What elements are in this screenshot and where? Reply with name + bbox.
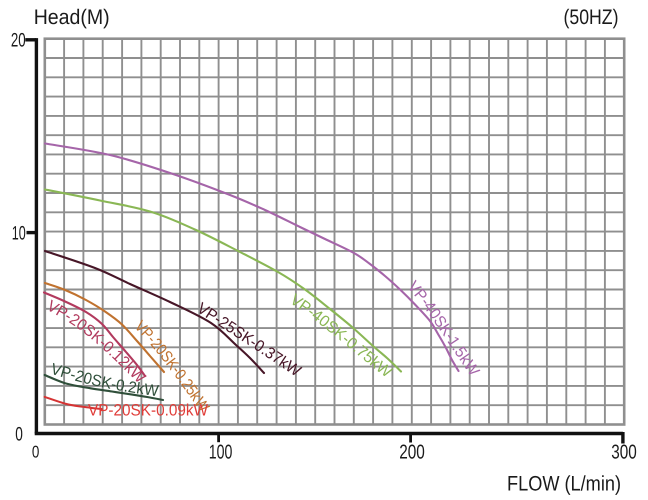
svg-text:200: 200 — [399, 441, 425, 463]
svg-text:VP-20SK-0.09kW: VP-20SK-0.09kW — [88, 402, 208, 420]
svg-text:FLOW (L/min): FLOW (L/min) — [507, 472, 621, 495]
svg-text:20: 20 — [11, 30, 26, 52]
svg-text:(50HZ): (50HZ) — [564, 6, 619, 29]
svg-text:0: 0 — [32, 442, 40, 461]
svg-text:0: 0 — [15, 423, 23, 445]
svg-text:Head(M): Head(M) — [34, 6, 110, 29]
svg-text:100: 100 — [209, 441, 233, 463]
svg-text:10: 10 — [12, 222, 26, 244]
svg-text:300: 300 — [611, 441, 637, 463]
